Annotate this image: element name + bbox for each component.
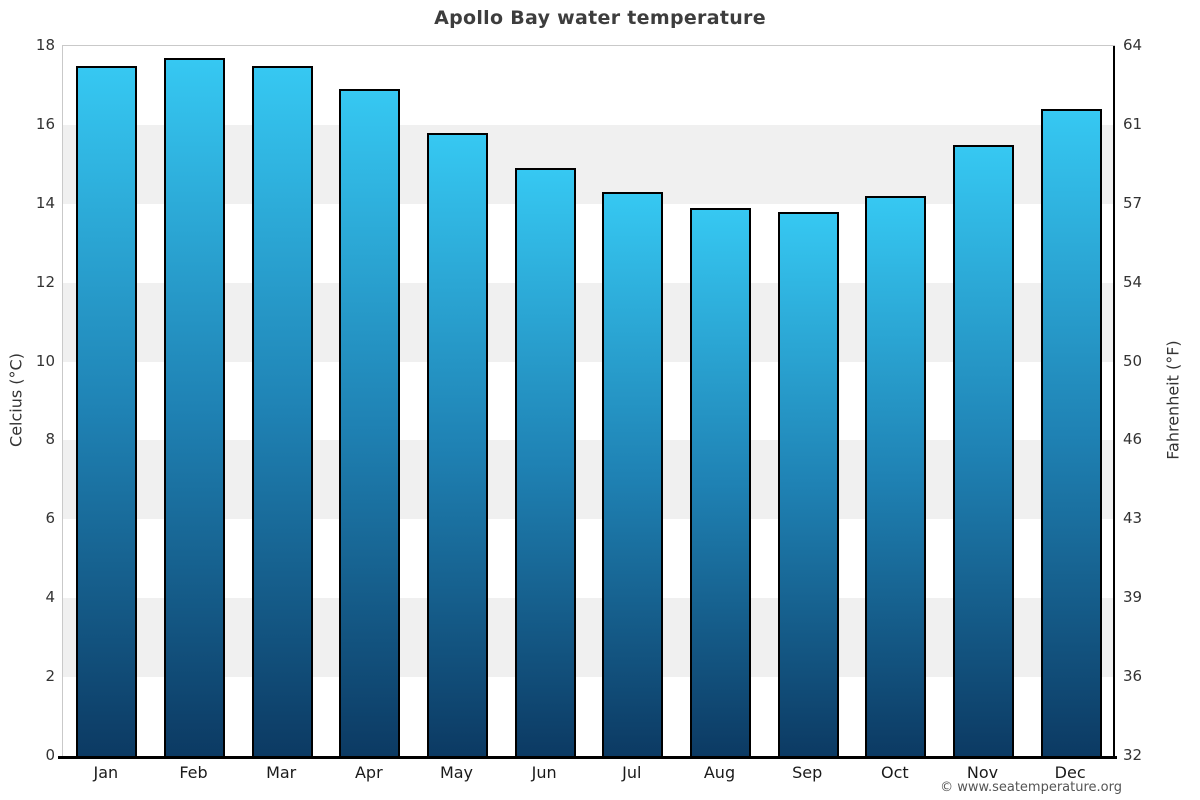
month-label-nov: Nov: [966, 763, 999, 782]
bar-may: [427, 132, 488, 756]
fahrenheit-tick-label: 32: [1123, 746, 1143, 764]
celsius-tick-label: 2: [45, 667, 55, 686]
bar-jun: [514, 168, 576, 756]
month-label-may: May: [439, 763, 474, 782]
month-label-jan: Jan: [93, 763, 119, 782]
fahrenheit-tick-label: 36: [1123, 667, 1143, 686]
celsius-tick-label: 8: [45, 430, 55, 449]
plot-background-band: [63, 282, 1115, 362]
fahrenheit-tick-label: 46: [1123, 430, 1143, 449]
month-label-feb: Feb: [179, 763, 208, 782]
plot-background-band: [63, 124, 1115, 204]
bar-oct: [865, 195, 927, 756]
fahrenheit-tick-label: 61: [1123, 114, 1143, 133]
bar-jul: [602, 191, 664, 756]
plot-background-band: [63, 598, 1115, 678]
celsius-tick-label: 10: [35, 351, 55, 370]
x-axis-line: [58, 756, 1117, 759]
bar-feb: [164, 57, 225, 756]
bar-jan: [76, 65, 138, 756]
bar-nov: [953, 144, 1014, 756]
bar-sep: [777, 211, 839, 756]
plot-background-band: [63, 361, 1115, 441]
fahrenheit-tick-label: 39: [1123, 588, 1143, 607]
celsius-tick-label: 0: [45, 746, 55, 764]
month-label-apr: Apr: [354, 763, 383, 782]
month-label-mar: Mar: [266, 763, 297, 782]
bar-mar: [251, 65, 313, 756]
month-label-aug: Aug: [703, 763, 736, 782]
month-label-dec: Dec: [1054, 763, 1086, 782]
y-axis-line-right: [1113, 46, 1115, 756]
celsius-tick-label: 12: [35, 272, 55, 291]
month-label-jul: Jul: [622, 763, 642, 782]
fahrenheit-tick-label: 57: [1123, 193, 1143, 212]
plot-background-band: [63, 203, 1115, 283]
celsius-tick-label: 14: [35, 193, 55, 212]
bar-apr: [339, 89, 401, 756]
attribution: © www.seatemperature.org: [940, 780, 1122, 795]
fahrenheit-tick-label: 43: [1123, 509, 1143, 528]
plot-area: [58, 45, 1117, 759]
y-axis-title-fahrenheit: Fahrenheit (°F): [1163, 340, 1183, 460]
fahrenheit-tick-label: 64: [1123, 36, 1143, 54]
chart-title: Apollo Bay water temperature: [434, 7, 766, 29]
bar-aug: [690, 207, 751, 756]
celsius-tick-label: 6: [45, 509, 55, 528]
plot-background-band: [63, 519, 1115, 599]
month-label-oct: Oct: [880, 763, 909, 782]
plot-background-band: [63, 440, 1115, 520]
month-label-jun: Jun: [531, 763, 557, 782]
plot-background-band: [63, 46, 1115, 125]
celsius-tick-label: 16: [35, 114, 55, 133]
fahrenheit-tick-label: 50: [1123, 351, 1143, 370]
bar-dec: [1040, 109, 1102, 756]
month-label-sep: Sep: [792, 763, 823, 782]
celsius-tick-label: 18: [35, 36, 55, 54]
celsius-tick-label: 4: [45, 588, 55, 607]
plot-background-band: [63, 677, 1115, 756]
fahrenheit-tick-label: 54: [1123, 272, 1143, 291]
